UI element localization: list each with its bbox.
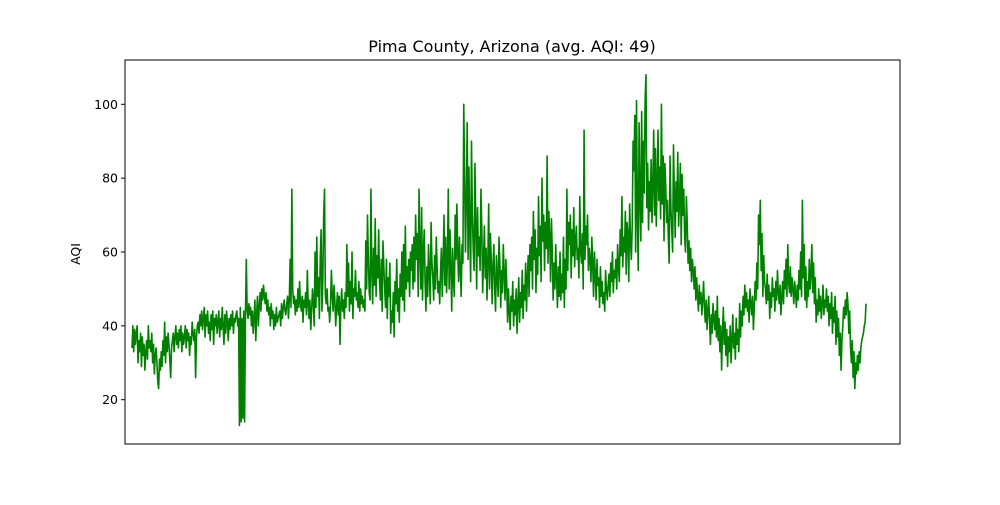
y-axis-label: AQI [68,243,83,265]
chart-title: Pima County, Arizona (avg. AQI: 49) [368,37,655,56]
plot-area [131,73,867,427]
axes-frame [124,59,901,445]
y-axis-ticks: 20 40 60 80 100 [94,97,125,407]
aqi-series-line [131,73,867,427]
y-tick-label: 60 [102,245,118,260]
y-tick-label: 20 [102,392,118,407]
y-tick-label: 40 [102,318,118,333]
y-tick-label: 80 [102,171,118,186]
y-tick-label: 100 [94,97,118,112]
